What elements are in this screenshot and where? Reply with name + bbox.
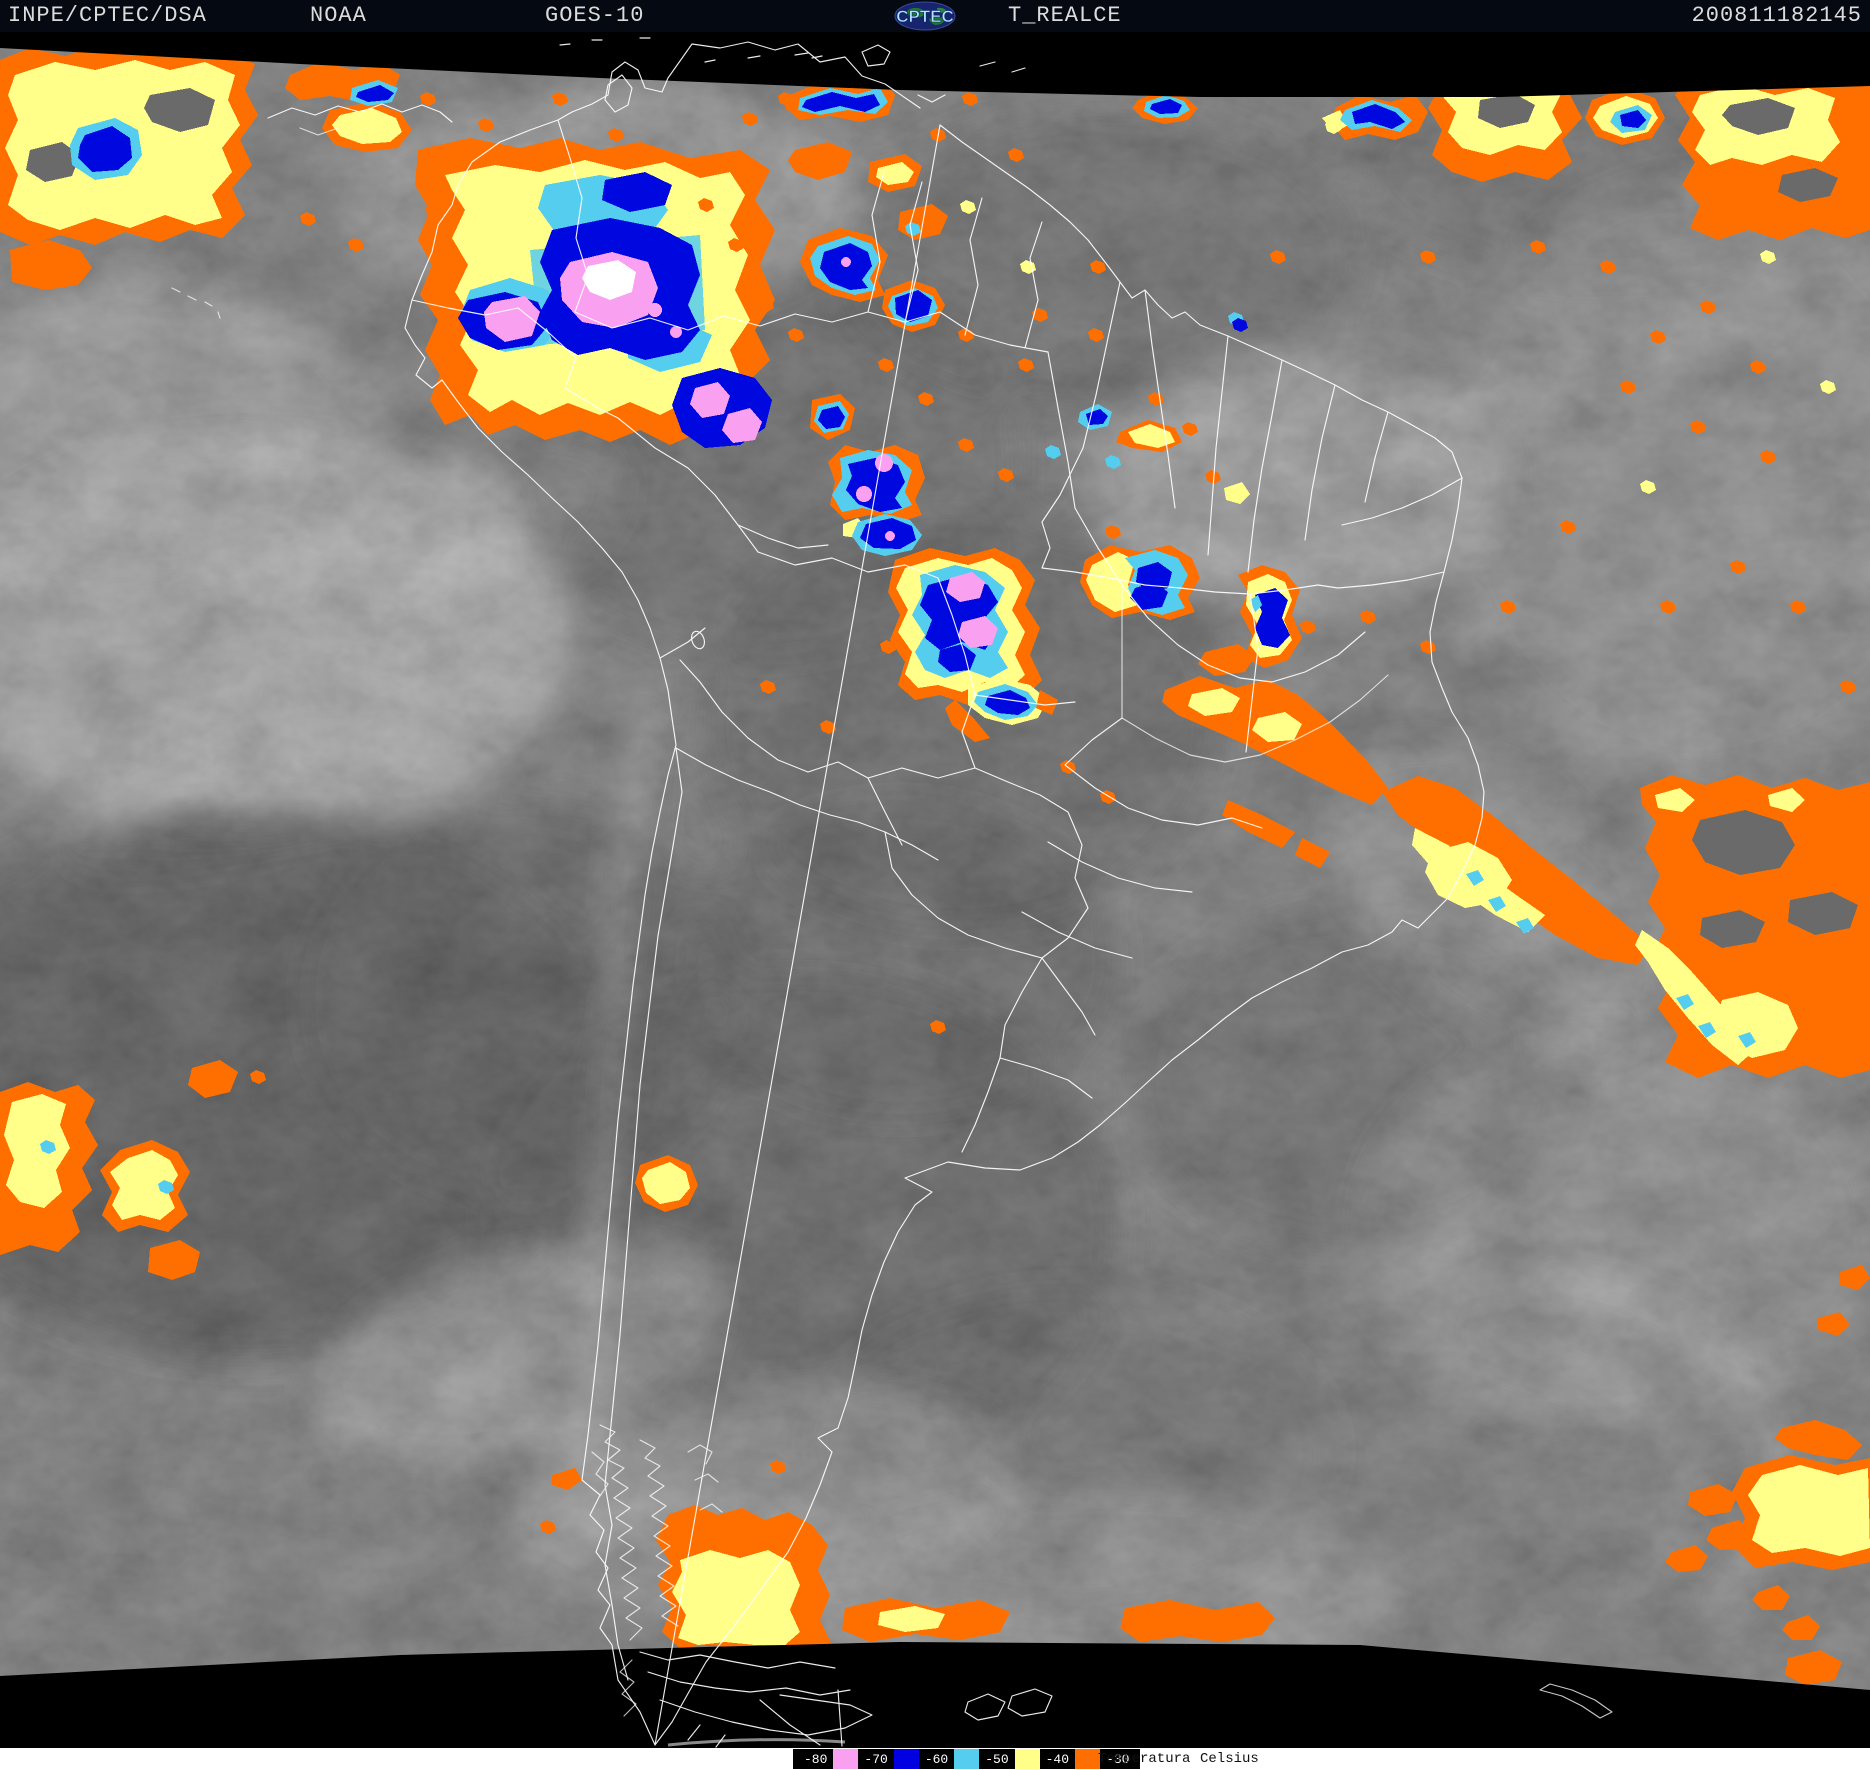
legend-colorbar: -80 -70 -60 -50 -40 -30 [793,1749,1141,1769]
country-borders [171,37,1613,1748]
legend-color-swatch [1075,1749,1101,1769]
noaa-label: NOAA [310,3,367,28]
goes10-ir-map [0,32,1870,1748]
top-projection-edge [0,32,1870,97]
legend-tick-label: -60 [924,1751,949,1767]
enhanced-cloud-regions [0,46,1870,1685]
legend-tick-label: -70 [864,1751,888,1767]
legend-color-swatch [1014,1749,1040,1769]
cptec-logo-icon: CPTEC [894,1,956,31]
legend-temperature-label: Temperatura [1098,1751,1191,1767]
satellite-label: GOES-10 [545,3,645,28]
legend-bar: -80 -70 -60 -50 -40 -30 Temperatura Celsius [0,1748,1870,1770]
svg-text:CPTEC: CPTEC [896,7,954,26]
agency-label: INPE/CPTEC/DSA [8,3,207,28]
legend-tick-label: -40 [1045,1751,1070,1767]
header-bar: INPE/CPTEC/DSA NOAA GOES-10 CPTEC T_REAL… [0,0,1870,32]
legend-color-swatch [954,1749,980,1769]
legend-tick-label: -30 [1106,1751,1130,1767]
legend-color-swatch [893,1749,919,1769]
legend-color-swatch [833,1749,859,1769]
bottom-scan-remnant [667,1738,846,1747]
legend-unit-label: Celsius [1200,1751,1259,1767]
legend-tick-label: -50 [985,1751,1009,1767]
bottom-projection-edge [0,1642,1870,1748]
satellite-image [0,32,1870,1748]
legend-tick-label: -80 [804,1751,828,1767]
timestamp-label: 200811182145 [1691,3,1862,28]
product-label: T_REALCE [1008,3,1122,28]
